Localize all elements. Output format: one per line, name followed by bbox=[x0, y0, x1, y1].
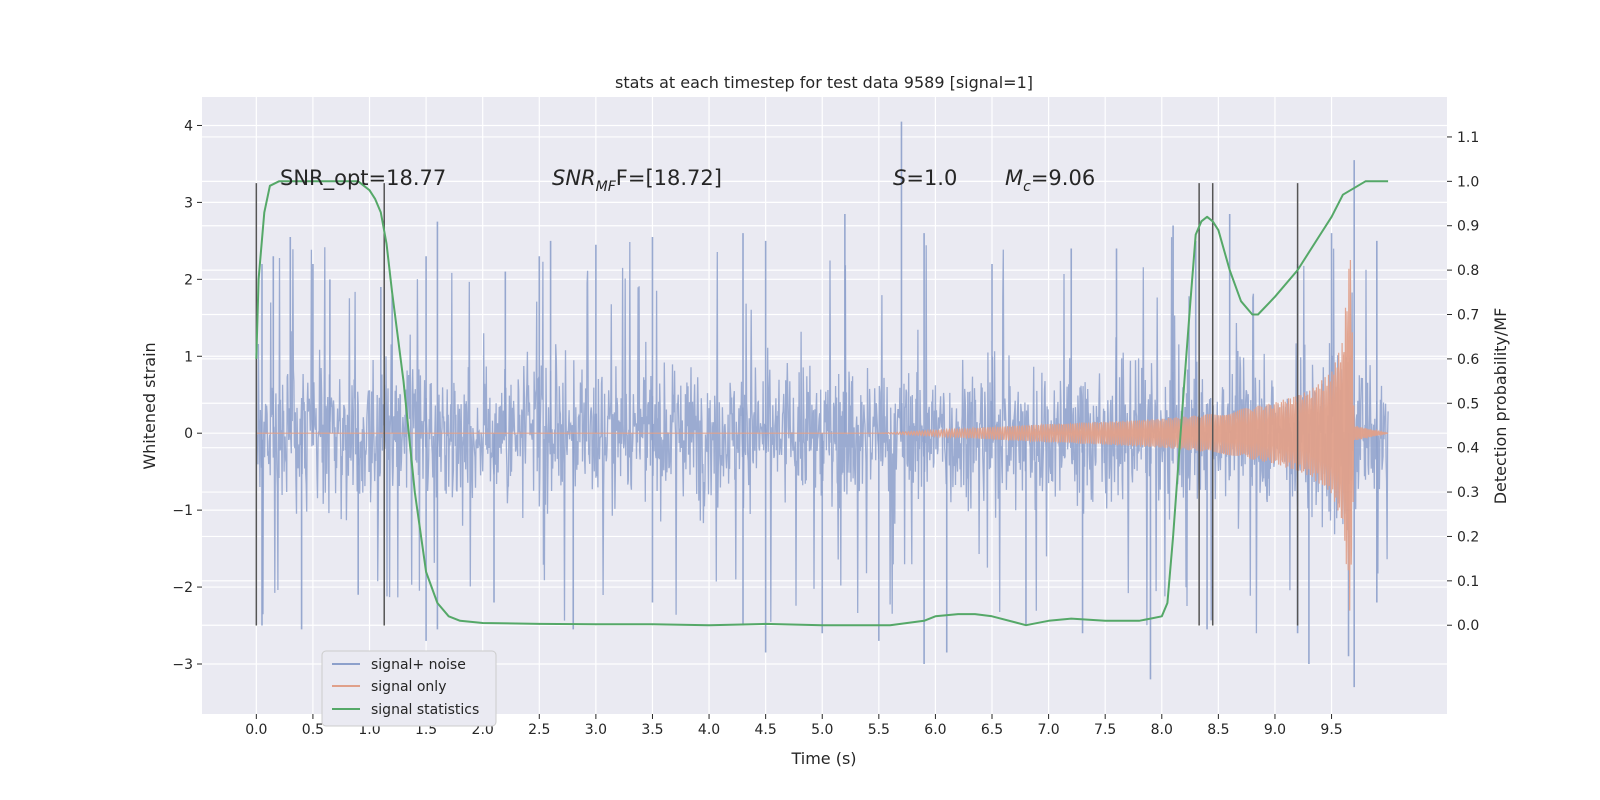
y-left-tick-label: −3 bbox=[172, 657, 193, 673]
x-tick-label: 6.5 bbox=[981, 722, 1003, 738]
legend-label-stats: signal statistics bbox=[371, 702, 479, 718]
y-right-tick-label: 0.8 bbox=[1457, 263, 1479, 279]
x-tick-label: 5.5 bbox=[868, 722, 890, 738]
annotation-snr-mf: SNRMFF=[18.72] bbox=[552, 166, 722, 195]
y-right-tick-label: 1.0 bbox=[1457, 174, 1479, 190]
annotation-s: S=1.0 bbox=[893, 166, 957, 190]
legend: signal+ noise signal only signal statist… bbox=[321, 650, 497, 727]
x-tick-label: 8.0 bbox=[1151, 722, 1173, 738]
legend-label-noise: signal+ noise bbox=[371, 657, 466, 673]
vertical-markers bbox=[255, 183, 1299, 626]
stats-line bbox=[255, 180, 1389, 627]
x-axis-label: Time (s) bbox=[790, 749, 856, 768]
x-tick-label: 9.0 bbox=[1264, 722, 1286, 738]
y-right-tick-label: 1.1 bbox=[1457, 130, 1479, 146]
y-axis-right-ticks: 1.1 1.0 0.9 0.8 0.7 0.6 0.5 0.4 0.3 0.2 0.1 0.0 bbox=[1447, 130, 1479, 634]
y-right-tick-label: 0.1 bbox=[1457, 574, 1479, 590]
x-tick-label: 4.0 bbox=[698, 722, 720, 738]
x-axis-ticks: 0.0 0.5 1.0 1.5 2.0 2.5 3.0 3.5 4.0 4.5 5.0 5.5 6.0 6… bbox=[245, 714, 1343, 738]
annotation-mc: Mc=9.06 bbox=[1005, 166, 1095, 195]
y-left-tick-label: 2 bbox=[184, 272, 193, 288]
x-tick-label: 3.0 bbox=[585, 722, 607, 738]
y-axis-left-ticks: 4 3 2 1 0 −1 −2 −3 bbox=[172, 118, 202, 673]
x-tick-label: 3.5 bbox=[641, 722, 663, 738]
y-left-tick-label: −2 bbox=[172, 580, 193, 596]
x-tick-label: 7.0 bbox=[1037, 722, 1059, 738]
chart-title: stats at each timestep for test data 958… bbox=[615, 73, 1033, 92]
annotation-snr-opt: SNR_opt=18.77 bbox=[280, 166, 446, 191]
x-tick-label: 0.5 bbox=[302, 722, 324, 738]
x-tick-label: 4.5 bbox=[755, 722, 777, 738]
x-tick-label: 9.5 bbox=[1320, 722, 1342, 738]
x-tick-label: 8.5 bbox=[1207, 722, 1229, 738]
y-left-tick-label: 4 bbox=[184, 118, 193, 134]
y-right-tick-label: 0.9 bbox=[1457, 219, 1479, 235]
y-right-tick-label: 0.3 bbox=[1457, 485, 1479, 501]
y-right-tick-label: 0.4 bbox=[1457, 441, 1479, 457]
x-tick-label: 2.5 bbox=[528, 722, 550, 738]
legend-box bbox=[321, 650, 497, 727]
legend-label-signal: signal only bbox=[371, 679, 446, 695]
y-left-tick-label: 0 bbox=[184, 426, 193, 442]
y-right-tick-label: 0.5 bbox=[1457, 396, 1479, 412]
y-right-tick-label: 0.6 bbox=[1457, 352, 1479, 368]
y-axis-right-label: Detection probability/MF bbox=[1491, 308, 1510, 505]
x-tick-label: 0.0 bbox=[245, 722, 267, 738]
y-left-tick-label: 3 bbox=[184, 195, 193, 211]
x-tick-label: 6.0 bbox=[924, 722, 946, 738]
signal-statistics-series bbox=[255, 180, 1389, 627]
y-left-tick-label: −1 bbox=[172, 503, 193, 519]
y-right-tick-label: 0.7 bbox=[1457, 308, 1479, 324]
x-tick-label: 7.5 bbox=[1094, 722, 1116, 738]
y-left-tick-label: 1 bbox=[184, 349, 193, 365]
x-tick-label: 5.0 bbox=[811, 722, 833, 738]
y-right-tick-label: 0.2 bbox=[1457, 529, 1479, 545]
y-axis-left-label: Whitened strain bbox=[140, 342, 159, 469]
y-right-tick-label: 0.0 bbox=[1457, 618, 1479, 634]
